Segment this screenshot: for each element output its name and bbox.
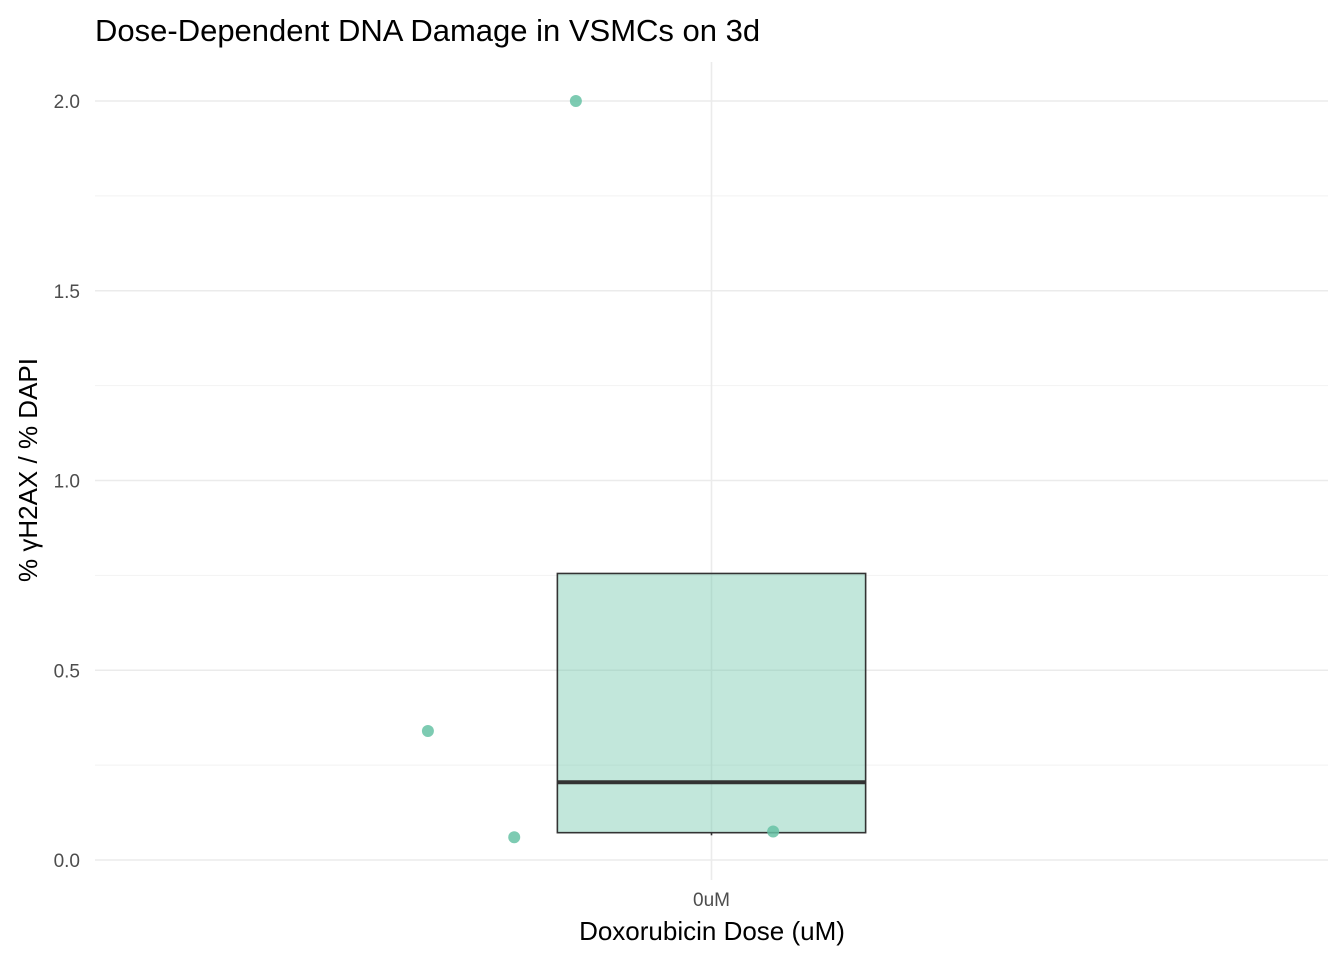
- data-point: [421, 724, 434, 737]
- box-iqr: [556, 572, 867, 834]
- points-layer: [421, 95, 780, 844]
- ticks-layer: 0.0 0.5 1.0 1.5 2.0 0uM: [54, 92, 730, 911]
- grid: [95, 62, 1328, 880]
- y-tick-label: 1.5: [54, 282, 80, 303]
- y-tick-label: 2.0: [54, 92, 80, 113]
- data-point: [508, 831, 521, 844]
- data-point: [767, 825, 780, 838]
- y-tick-label: 1.0: [54, 472, 80, 493]
- data-point: [569, 95, 582, 107]
- chart-title: Dose-Dependent DNA Damage in VSMCs on 3d: [95, 13, 760, 48]
- x-axis-title: Doxorubicin Dose (uM): [579, 916, 845, 946]
- y-tick-label: 0.5: [54, 661, 80, 682]
- box-layer: [556, 572, 867, 836]
- y-axis-title: % γH2AX / % DAPI: [13, 358, 43, 582]
- y-tick-label: 0.0: [54, 851, 80, 872]
- x-tick-label: 0uM: [693, 890, 730, 911]
